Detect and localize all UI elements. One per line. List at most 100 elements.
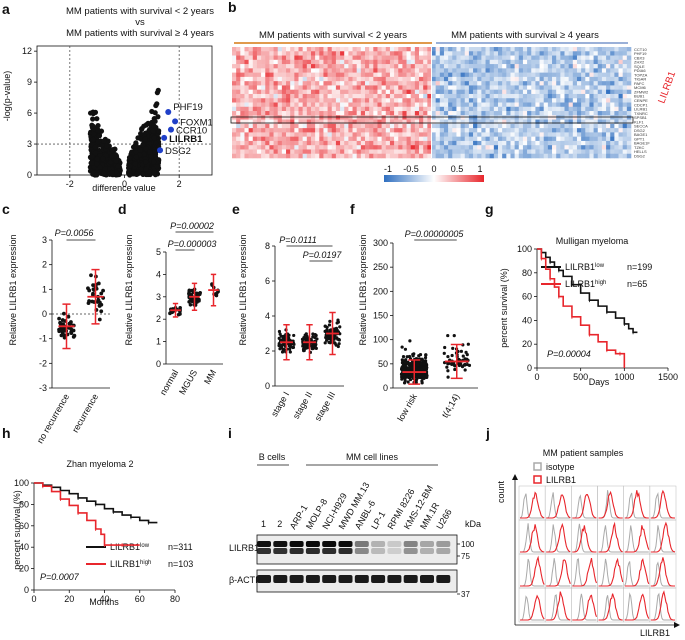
- heatmap-cell: [410, 102, 416, 108]
- heatmap-cell: [435, 140, 441, 146]
- heatmap-cell: [585, 59, 590, 65]
- heatmap-cell: [485, 98, 490, 103]
- heatmap-cell: [394, 115, 399, 120]
- heatmap-cell: [298, 68, 303, 73]
- heatmap-cell: [298, 93, 303, 99]
- heatmap-cell: [340, 76, 345, 82]
- heatmap-cell: [298, 123, 303, 129]
- heatmap-cell: [232, 145, 237, 150]
- heatmap-cell: [294, 55, 299, 61]
- heatmap-cell: [606, 64, 611, 69]
- blot-lane-label: 2: [277, 519, 282, 529]
- heatmap-cell: [410, 140, 416, 146]
- heatmap-cell: [531, 93, 536, 99]
- heatmap-cell: [502, 149, 507, 155]
- legend-n-high: n=103: [168, 559, 193, 569]
- heatmap-cell: [265, 136, 270, 142]
- heatmap-cell: [277, 51, 283, 56]
- heatmap-cell: [585, 98, 590, 103]
- heatmap-cell: [389, 59, 395, 65]
- heatmap-cell: [398, 64, 403, 69]
- heatmap-cell: [539, 140, 545, 146]
- heatmap-cell: [626, 81, 632, 86]
- heatmap-cell: [489, 98, 495, 103]
- heatmap-cell: [294, 68, 299, 73]
- heatmap-cell: [273, 115, 279, 120]
- heatmap-cell: [502, 136, 507, 142]
- heatmap-cell: [581, 85, 586, 90]
- heatmap-cell: [556, 81, 561, 86]
- heatmap-cell: [431, 85, 436, 90]
- heatmap-cell: [236, 115, 241, 120]
- heatmap-cell: [597, 149, 603, 155]
- heatmap-cell: [261, 149, 266, 155]
- heatmap-cell: [265, 59, 270, 65]
- heatmap-cell: [269, 149, 274, 155]
- heatmap-cell: [493, 106, 499, 112]
- heatmap-cell: [522, 64, 528, 69]
- heatmap-cell: [552, 153, 557, 159]
- heatmap-cell: [626, 68, 632, 73]
- heatmap-cell: [394, 72, 399, 78]
- heatmap-cell: [626, 119, 632, 125]
- heatmap-cell: [489, 123, 495, 129]
- heatmap-cell: [452, 145, 457, 150]
- heatmap-cell: [585, 76, 590, 82]
- heatmap-cell: [610, 98, 615, 103]
- heatmap-cell: [423, 64, 428, 69]
- heatmap-cell: [614, 68, 619, 73]
- heatmap-cell: [356, 123, 362, 129]
- heatmap-cell: [360, 153, 366, 159]
- heatmap-cell: [398, 72, 403, 78]
- data-point: [314, 333, 318, 338]
- volcano-point: [133, 149, 139, 155]
- volcano-point: [107, 159, 114, 166]
- legend-sup-low: low: [140, 543, 150, 549]
- heatmap-cell: [352, 123, 357, 129]
- data-point: [311, 335, 315, 339]
- heatmap-cell: [286, 89, 291, 95]
- heatmap-cell: [493, 119, 499, 125]
- heatmap-cell: [622, 93, 628, 99]
- volcano-ytick-label: 12: [22, 46, 32, 56]
- heatmap-cell: [597, 115, 603, 120]
- heatmap-cell: [244, 59, 249, 65]
- heatmap-cell: [614, 51, 619, 56]
- heatmap-cell: [398, 123, 403, 129]
- heatmap-cell: [265, 72, 270, 78]
- heatmap-cell: [244, 123, 249, 129]
- heatmap-cell: [256, 102, 262, 108]
- heatmap-cell: [335, 51, 341, 56]
- heatmap-cell: [543, 102, 549, 108]
- heatmap-cell: [331, 98, 337, 103]
- ytick-label: 0: [265, 381, 270, 391]
- heatmap-cell: [622, 55, 628, 61]
- heatmap-cell: [473, 132, 478, 137]
- heatmap-cell: [315, 55, 320, 61]
- heatmap-cell: [464, 98, 470, 103]
- volcano-point: [95, 139, 101, 145]
- heatmap-cell: [252, 81, 258, 86]
- heatmap-cell: [389, 128, 395, 133]
- heatmap-cell: [369, 111, 374, 116]
- heatmap-cell: [394, 106, 399, 112]
- heatmap-cell: [593, 85, 599, 90]
- heatmap-cell: [394, 81, 399, 86]
- volcano-point: [109, 147, 116, 153]
- heatmap-cell: [240, 123, 245, 129]
- heatmap-cell: [319, 85, 324, 90]
- heatmap-cell: [481, 89, 486, 95]
- heatmap-cell: [402, 72, 407, 78]
- heatmap-cell: [506, 64, 511, 69]
- heatmap-cell: [489, 47, 495, 52]
- data-point: [410, 366, 414, 370]
- heatmap-cell: [244, 93, 249, 99]
- heatmap-cell: [589, 102, 594, 108]
- heatmap-cell: [240, 106, 245, 112]
- heatmap-cell: [527, 64, 532, 69]
- heatmap-cell: [394, 59, 399, 65]
- heatmap-cell: [406, 136, 412, 142]
- heatmap-cell: [452, 136, 457, 142]
- heatmap-cell: [489, 93, 495, 99]
